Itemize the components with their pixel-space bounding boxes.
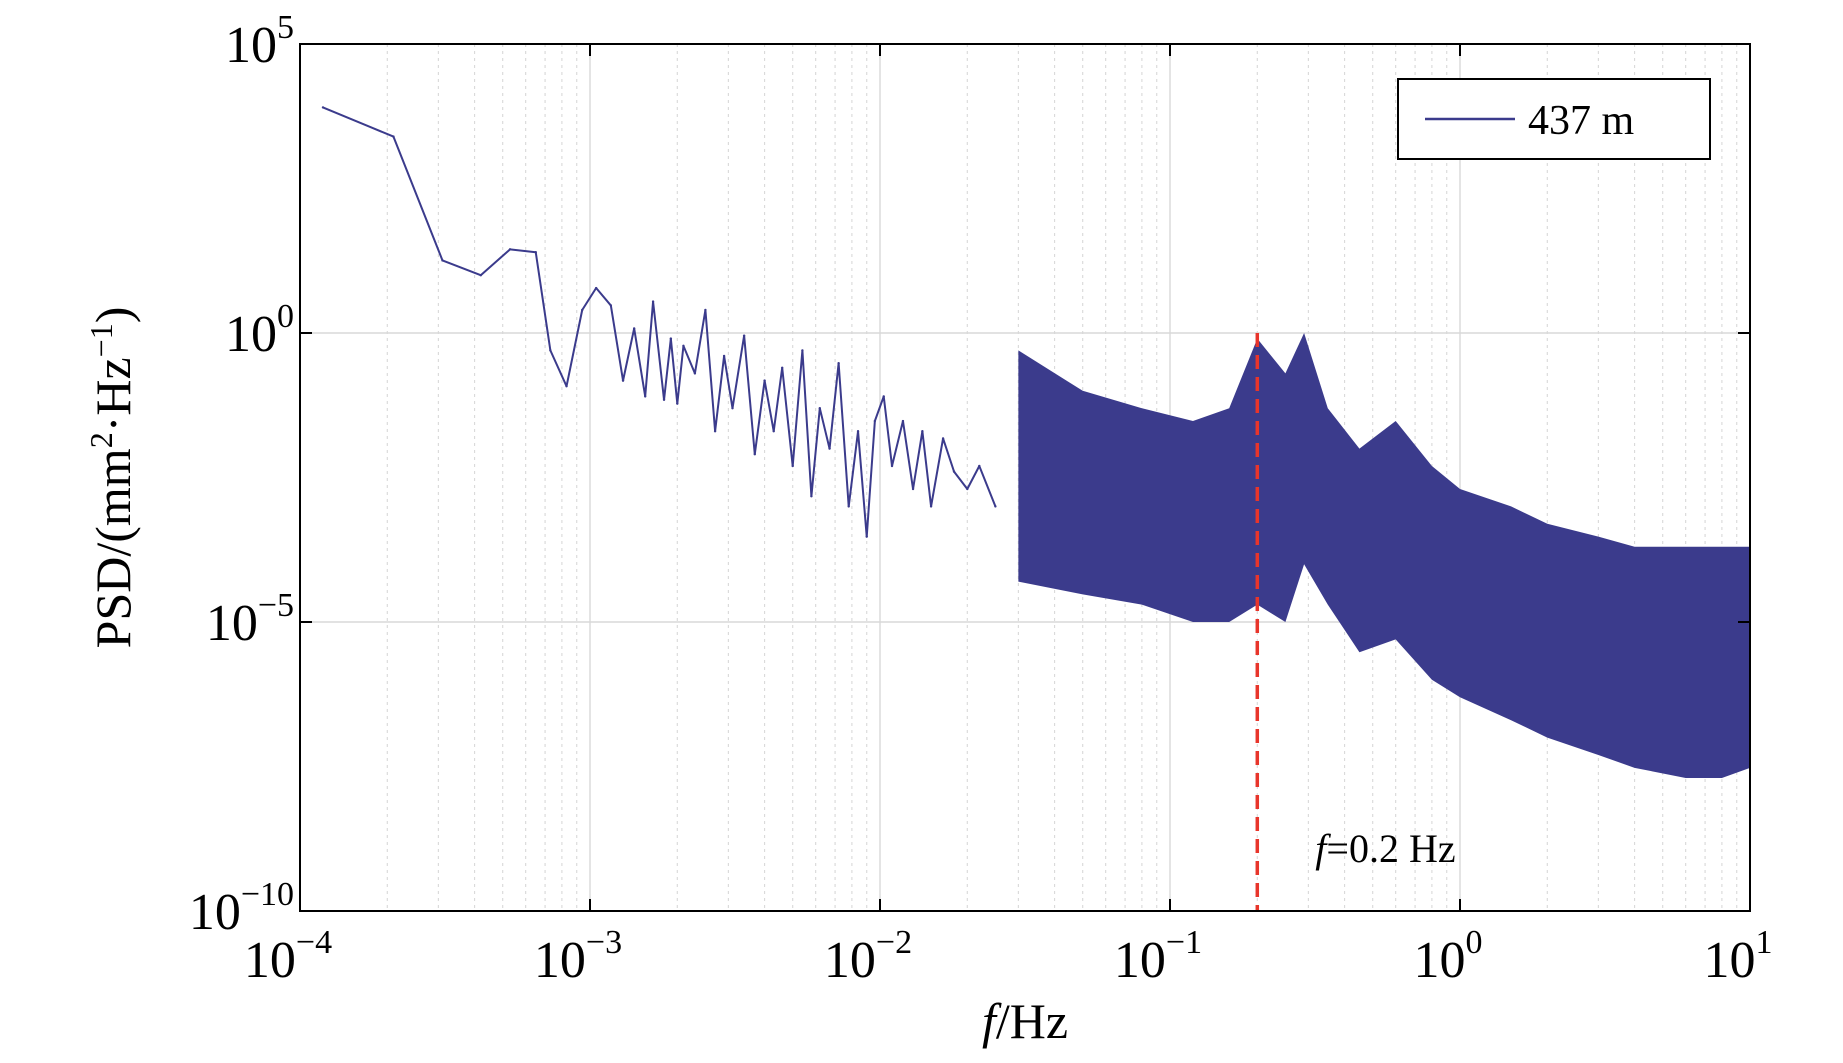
psd-band <box>1018 333 1750 779</box>
psd-point <box>594 286 598 290</box>
psd-point <box>713 430 717 433</box>
psd-point <box>901 419 905 423</box>
psd-point <box>873 419 877 423</box>
x-tick-label: 10−3 <box>534 924 622 989</box>
tick-marks <box>299 43 1751 912</box>
psd-point <box>801 349 804 352</box>
psd-point <box>978 464 981 468</box>
psd-point <box>581 308 584 312</box>
psd-point <box>828 447 831 450</box>
psd-point <box>941 437 945 440</box>
psd-point <box>952 470 956 473</box>
psd-point <box>321 106 325 109</box>
x-axis-title: f/Hz <box>982 993 1068 1049</box>
psd-point <box>704 308 707 312</box>
psd-point <box>632 327 636 330</box>
psd-point <box>565 385 568 388</box>
y-tick-label: 10−10 <box>189 876 294 941</box>
data-layer <box>321 106 1750 779</box>
psd-point <box>479 274 482 277</box>
psd-point <box>818 406 821 410</box>
psd-point <box>731 406 734 410</box>
psd-point <box>441 259 444 262</box>
psd-point <box>534 250 537 254</box>
y-tick-label: 10−5 <box>206 587 294 652</box>
psd-point <box>693 372 697 375</box>
x-tick-label: 100 <box>1414 924 1483 989</box>
psd-point <box>921 430 924 433</box>
psd-point <box>621 379 625 382</box>
psd-point <box>722 354 726 358</box>
y-tick-label: 105 <box>225 9 294 74</box>
y-axis-title: PSD/(mm2·Hz−1) <box>83 307 141 649</box>
x-tick-label: 101 <box>1704 924 1773 989</box>
psd-point <box>865 535 868 538</box>
psd-point <box>890 464 894 468</box>
psd-point <box>791 464 794 468</box>
x-tick-labels: 10−4 10−3 10−2 10−1 100 101 <box>244 924 1773 989</box>
legend: 437 m <box>1397 78 1711 160</box>
x-tick-label: 10−2 <box>824 924 912 989</box>
psd-point <box>609 304 613 307</box>
x-tick-label: 10−4 <box>244 924 332 989</box>
psd-point <box>676 402 679 405</box>
psd-point <box>882 395 885 398</box>
y-tick-label: 100 <box>225 298 294 363</box>
psd-point <box>856 430 860 433</box>
psd-point <box>651 300 655 303</box>
psd-point <box>966 487 969 491</box>
psd-line-437m <box>322 106 997 538</box>
psd-point <box>994 505 997 508</box>
psd-point <box>772 430 775 433</box>
psd-point <box>929 505 933 508</box>
psd-point <box>662 398 666 401</box>
psd-point <box>508 248 512 251</box>
psd-point <box>742 334 746 337</box>
psd-point <box>780 366 784 369</box>
psd-point <box>837 362 840 365</box>
psd-point <box>392 135 395 138</box>
psd-point <box>911 487 915 491</box>
psd-point <box>753 453 756 456</box>
psd-point <box>682 344 685 348</box>
annotation-f-0.2hz: f=0.2 Hz <box>1315 826 1455 871</box>
psd-point <box>847 505 850 508</box>
y-tick-labels: 10−10 10−5 100 105 <box>189 9 294 941</box>
psd-point <box>810 495 813 498</box>
psd-point <box>763 379 766 382</box>
x-tick-label: 10−1 <box>1114 924 1202 989</box>
plot-area-frame <box>299 43 1751 912</box>
legend-label-437m: 437 m <box>1528 98 1635 144</box>
psd-point <box>549 349 552 352</box>
psd-point <box>669 337 673 340</box>
psd-point <box>643 395 647 398</box>
